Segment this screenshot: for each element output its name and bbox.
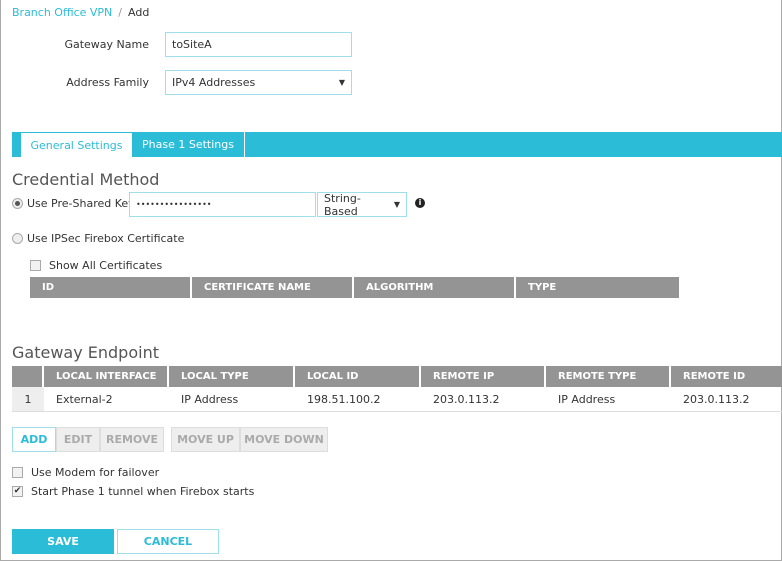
breadcrumb-separator: / [118, 6, 123, 19]
checkmark-icon: ✔ [12, 486, 23, 497]
col-local-id[interactable]: LOCAL ID [295, 366, 421, 387]
credential-method-heading: Credential Method [12, 170, 160, 189]
psk-input[interactable]: •••••••••••••••• [129, 192, 316, 217]
col-local-interface[interactable]: LOCAL INTERFACE [44, 366, 169, 387]
col-certificate-name[interactable]: CERTIFICATE NAME [192, 277, 354, 298]
col-remote-id[interactable]: REMOTE ID [671, 366, 782, 387]
psk-type-value: String-Based [324, 191, 361, 218]
breadcrumb-current: Add [128, 6, 150, 19]
tab-bar: General Settings Phase 1 Settings [12, 132, 782, 157]
cell-local-interface: External-2 [56, 392, 113, 406]
cell-remote-ip: 203.0.113.2 [433, 392, 500, 406]
tab-general-settings[interactable]: General Settings [21, 133, 132, 157]
chevron-down-icon: ▼ [393, 200, 400, 209]
checkbox-icon [30, 260, 41, 271]
col-remote-ip[interactable]: REMOTE IP [421, 366, 546, 387]
info-icon[interactable]: i [415, 198, 425, 208]
ipsec-cert-label: Use IPSec Firebox Certificate [27, 232, 185, 245]
move-down-button[interactable]: MOVE DOWN [240, 427, 328, 452]
col-local-type[interactable]: LOCAL TYPE [169, 366, 295, 387]
show-all-certs-checkbox[interactable]: Show All Certificates [30, 259, 162, 272]
cell-remote-type: IP Address [558, 392, 616, 406]
start-phase1-checkbox[interactable]: ✔ Start Phase 1 tunnel when Firebox start… [12, 485, 254, 498]
remove-button[interactable]: REMOVE [100, 427, 164, 452]
col-type[interactable]: TYPE [516, 277, 679, 298]
address-family-select[interactable]: IPv4 Addresses ▼ [165, 70, 352, 95]
gateway-name-input[interactable]: toSiteA [165, 32, 352, 57]
address-family-value: IPv4 Addresses [172, 76, 256, 89]
breadcrumb-parent-link[interactable]: Branch Office VPN [12, 6, 113, 19]
psk-value: •••••••••••••••• [136, 200, 212, 209]
add-button[interactable]: ADD [12, 427, 56, 452]
col-index [12, 366, 44, 387]
start-phase1-label: Start Phase 1 tunnel when Firebox starts [31, 485, 255, 498]
move-up-button[interactable]: MOVE UP [171, 427, 240, 452]
cell-local-id: 198.51.100.2 [307, 392, 381, 406]
ipsec-cert-radio[interactable]: Use IPSec Firebox Certificate [12, 232, 184, 245]
col-algorithm[interactable]: ALGORITHM [354, 277, 516, 298]
psk-label: Use Pre-Shared Key [27, 197, 135, 210]
modem-failover-label: Use Modem for failover [31, 466, 160, 479]
psk-radio[interactable]: Use Pre-Shared Key [12, 197, 135, 210]
checkbox-icon [12, 467, 23, 478]
psk-type-select[interactable]: String-Based ▼ [317, 191, 407, 218]
col-id[interactable]: ID [30, 277, 192, 298]
tab-phase1-settings[interactable]: Phase 1 Settings [132, 132, 245, 157]
edit-button[interactable]: EDIT [56, 427, 100, 452]
row-index: 1 [12, 387, 44, 411]
show-all-certs-label: Show All Certificates [49, 259, 163, 272]
table-row[interactable]: 1 External-2 IP Address 198.51.100.2 203… [12, 387, 782, 412]
save-button[interactable]: SAVE [12, 529, 114, 554]
gateway-endpoint-heading: Gateway Endpoint [12, 343, 159, 362]
radio-selected-icon [12, 198, 23, 209]
breadcrumb: Branch Office VPN / Add [12, 6, 149, 19]
cell-remote-id: 203.0.113.2 [683, 392, 750, 406]
endpoint-table-header: LOCAL INTERFACE LOCAL TYPE LOCAL ID REMO… [12, 366, 782, 387]
modem-failover-checkbox[interactable]: Use Modem for failover [12, 466, 159, 479]
col-remote-type[interactable]: REMOTE TYPE [546, 366, 671, 387]
cancel-button[interactable]: CANCEL [117, 529, 219, 554]
radio-unselected-icon [12, 233, 23, 244]
chevron-down-icon: ▼ [338, 78, 345, 87]
gateway-name-label: Gateway Name [64, 38, 149, 51]
certificate-table-header: ID CERTIFICATE NAME ALGORITHM TYPE [30, 277, 679, 298]
address-family-label: Address Family [66, 76, 149, 89]
cell-local-type: IP Address [181, 392, 239, 406]
gateway-name-value: toSiteA [172, 38, 212, 51]
